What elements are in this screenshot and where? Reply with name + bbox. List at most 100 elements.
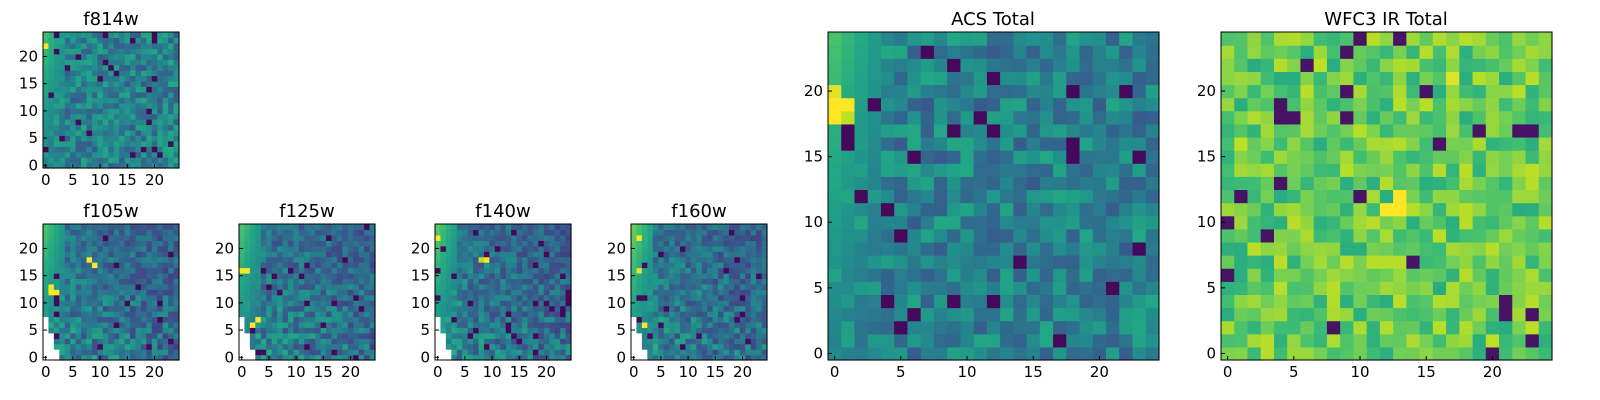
heatmap-cell bbox=[277, 327, 284, 334]
heatmap-cell bbox=[1145, 58, 1160, 72]
heatmap-cell bbox=[652, 332, 659, 339]
heatmap-cell bbox=[48, 251, 55, 258]
heatmap-cell bbox=[70, 157, 77, 164]
heatmap-cell bbox=[162, 124, 169, 131]
heatmap-cell bbox=[309, 316, 316, 323]
heatmap-cell bbox=[880, 346, 895, 361]
heatmap-cell bbox=[113, 349, 120, 356]
heatmap-cell bbox=[647, 245, 654, 252]
heatmap-cell bbox=[739, 278, 746, 285]
heatmap-cell bbox=[641, 289, 648, 296]
heatmap-cell bbox=[140, 294, 147, 301]
heatmap-cell bbox=[91, 267, 98, 274]
heatmap-cell bbox=[358, 349, 365, 356]
heatmap-cell bbox=[467, 327, 474, 334]
heatmap-cell bbox=[554, 338, 561, 345]
heatmap-cell bbox=[1026, 97, 1041, 112]
heatmap-cell bbox=[59, 354, 66, 361]
heatmap-cell bbox=[162, 327, 169, 334]
heatmap-cell bbox=[1393, 346, 1407, 361]
heatmap-cell bbox=[298, 267, 305, 274]
heatmap-cell bbox=[260, 262, 267, 269]
heatmap-cell bbox=[260, 332, 267, 339]
heatmap-cell bbox=[151, 157, 158, 164]
heatmap-cell bbox=[718, 327, 725, 334]
heatmap-cell bbox=[151, 224, 158, 231]
heatmap-cell bbox=[1432, 255, 1447, 269]
heatmap-cell bbox=[81, 245, 88, 252]
heatmap-cell bbox=[173, 234, 180, 241]
heatmap-cell bbox=[91, 146, 98, 153]
heatmap-cell bbox=[353, 267, 360, 274]
heatmap-cell bbox=[53, 124, 60, 131]
heatmap-cell bbox=[750, 294, 757, 301]
heatmap-cell bbox=[723, 354, 730, 361]
heatmap-cell bbox=[1525, 241, 1540, 256]
heatmap-cell bbox=[718, 305, 725, 312]
heatmap-cell bbox=[130, 32, 137, 39]
heatmap-cell bbox=[554, 256, 561, 263]
heatmap-cell bbox=[91, 32, 98, 39]
heatmap-cell bbox=[293, 343, 300, 350]
heatmap-cell bbox=[907, 307, 922, 322]
heatmap-cell bbox=[86, 42, 93, 49]
heatmap-cell bbox=[663, 251, 670, 258]
heatmap-cell bbox=[369, 256, 376, 263]
heatmap-cell bbox=[451, 294, 458, 301]
heatmap-cell bbox=[1106, 268, 1120, 282]
heatmap-cell bbox=[947, 84, 961, 99]
heatmap-cell bbox=[739, 311, 746, 318]
heatmap-cell bbox=[102, 64, 109, 71]
heatmap-cell bbox=[135, 113, 142, 120]
heatmap-cell bbox=[679, 349, 686, 356]
heatmap-cell bbox=[48, 42, 55, 49]
heatmap-cell bbox=[728, 245, 735, 252]
heatmap-cell bbox=[130, 124, 137, 131]
heatmap-cell bbox=[907, 97, 922, 112]
heatmap-cell bbox=[538, 305, 545, 312]
heatmap-cell bbox=[1525, 333, 1540, 348]
heatmap-cell bbox=[53, 229, 60, 236]
heatmap-cell bbox=[728, 234, 735, 241]
heatmap-cell bbox=[647, 262, 654, 269]
heatmap-cell bbox=[867, 228, 882, 243]
heatmap-cell bbox=[1221, 320, 1235, 335]
heatmap-cell bbox=[960, 307, 975, 322]
heatmap-cell bbox=[70, 108, 77, 115]
heatmap-cell bbox=[973, 228, 988, 243]
heatmap-cell bbox=[1432, 150, 1447, 164]
heatmap-cell bbox=[723, 262, 730, 269]
heatmap-cell bbox=[549, 338, 556, 345]
heatmap-cell bbox=[168, 140, 175, 147]
heatmap-cell bbox=[157, 86, 164, 93]
heatmap-cell bbox=[43, 75, 50, 82]
heatmap-cell bbox=[652, 294, 659, 301]
heatmap-cell bbox=[260, 294, 267, 301]
heatmap-cell bbox=[527, 262, 534, 269]
heatmap-cell bbox=[467, 224, 474, 231]
heatmap-cell bbox=[173, 70, 180, 77]
heatmap-cell bbox=[244, 251, 251, 258]
heatmap-cell bbox=[298, 349, 305, 356]
heatmap-cell bbox=[1393, 32, 1407, 46]
heatmap-cell bbox=[527, 267, 534, 274]
heatmap-cell bbox=[1026, 58, 1041, 72]
heatmap-cell bbox=[59, 59, 66, 66]
heatmap-cell bbox=[462, 289, 469, 296]
heatmap-cell bbox=[146, 321, 153, 328]
heatmap-cell bbox=[1406, 320, 1421, 335]
heatmap-cell bbox=[108, 289, 115, 296]
heatmap-cell bbox=[59, 37, 66, 44]
heatmap-cell bbox=[364, 349, 371, 356]
heatmap-cell bbox=[445, 316, 452, 323]
heatmap-cell bbox=[723, 283, 730, 290]
heatmap-cell bbox=[440, 229, 447, 236]
x-tick-label: 5 bbox=[656, 363, 666, 381]
heatmap-cell bbox=[119, 245, 126, 252]
heatmap-cell bbox=[828, 84, 842, 99]
heatmap-cell bbox=[309, 311, 316, 318]
heatmap-cell bbox=[538, 327, 545, 334]
heatmap-cell bbox=[1340, 163, 1354, 177]
heatmap-cell bbox=[1260, 281, 1275, 295]
